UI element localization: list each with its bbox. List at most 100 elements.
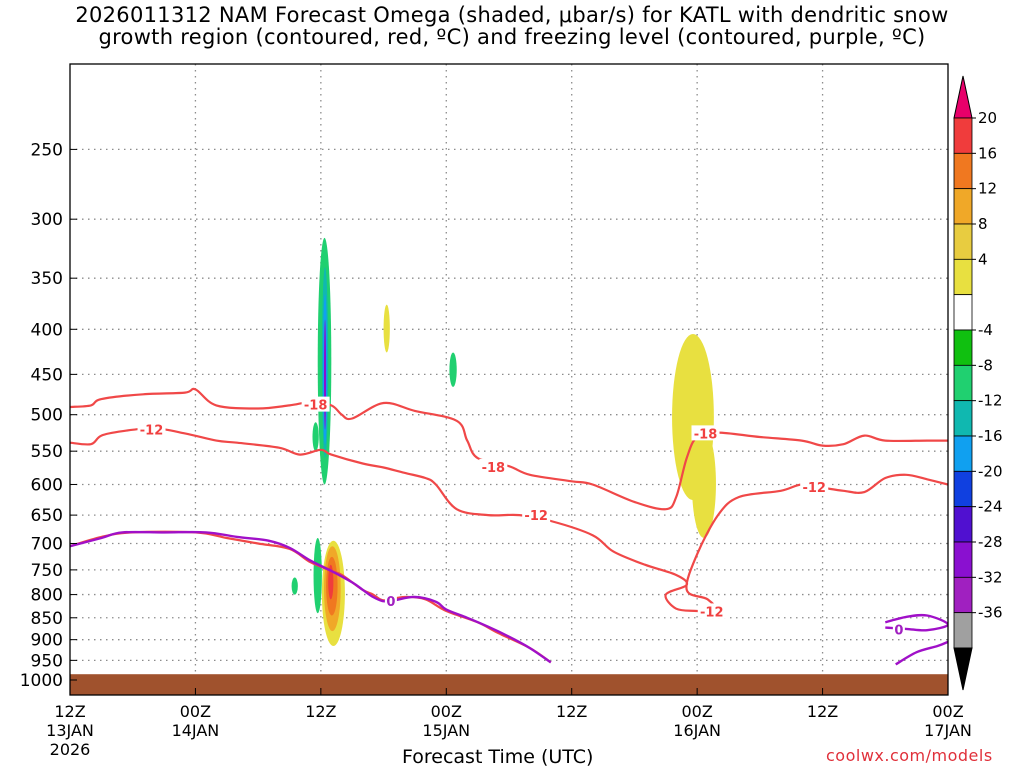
y-tick-label: 950 (31, 651, 63, 671)
colorbar-label: -8 (978, 356, 993, 374)
y-tick-label: 1000 (20, 671, 63, 691)
colorbar-swatch (953, 400, 973, 437)
omega-blob (291, 577, 298, 595)
x-tick-label: 14JAN (172, 721, 220, 740)
credit-text: coolwx.com/models (826, 746, 993, 765)
x-tick-label: 00Z (431, 702, 462, 721)
contour-label-bg (697, 603, 726, 619)
freezing-level-line (895, 640, 948, 666)
freezing-level-line (884, 613, 948, 632)
colorbar-swatch (953, 576, 973, 614)
omega-blob (383, 304, 390, 353)
contour-label-bg (384, 593, 397, 609)
colorbar-swatch (953, 612, 973, 649)
dgz-contour-line (70, 530, 552, 664)
colorbar-label: -36 (978, 604, 1003, 622)
y-tick-label: 350 (31, 269, 63, 289)
colorbar-swatch (953, 258, 973, 296)
x-tick-label: 13JAN (46, 721, 94, 740)
contour-label: -18 (482, 461, 506, 476)
colorbar-swatch (953, 294, 973, 331)
x-tick-label: 00Z (180, 702, 211, 721)
contour-label: -18 (304, 399, 328, 414)
colorbar-label: 16 (978, 144, 997, 162)
contour-label: -12 (140, 424, 164, 439)
contour-labels: -18 -12 -18 -12 -18 -12 -12 0 0 (137, 396, 905, 638)
contour-label-bg (691, 425, 720, 441)
colorbar-swatch (953, 188, 973, 225)
x-tick-label: 16JAN (673, 721, 721, 740)
colorbar-swatch (953, 152, 973, 190)
y-tick-label: 400 (31, 320, 63, 340)
omega-blob (328, 564, 334, 600)
contour-label: -12 (700, 605, 724, 620)
dgz-contour-line (70, 427, 948, 615)
freezing-level-line (70, 530, 552, 664)
omega-blob (313, 537, 322, 614)
omega-blob (312, 422, 319, 452)
contour-label: -12 (524, 509, 548, 524)
y-tick-label: 500 (31, 406, 63, 426)
colorbar-swatch (953, 117, 973, 154)
y-tick-label: 800 (31, 586, 63, 606)
colorbar-top-arrow (953, 75, 973, 119)
colorbar-swatch (953, 364, 973, 402)
chart-title-line-2: growth region (contoured, red, ºC) and f… (98, 25, 926, 49)
x-tick-label: 12Z (807, 702, 838, 721)
colorbar-swatch (953, 329, 973, 366)
omega-blob (691, 429, 716, 538)
colorbar-label: -24 (978, 498, 1003, 516)
colorbar-swatch (953, 470, 973, 508)
x-tick-label: 12Z (556, 702, 587, 721)
plot-frame (69, 63, 949, 696)
colorbar-label: -32 (978, 568, 1003, 586)
x-tick-label: 17JAN (924, 721, 972, 740)
contour-label: 0 (386, 595, 395, 610)
y-tick-label: 300 (31, 210, 63, 230)
colorbar-label: 12 (978, 180, 997, 198)
terrain-fill (70, 674, 948, 695)
x-axis-title: Forecast Time (UTC) (402, 746, 594, 768)
x-tick-label: 00Z (932, 702, 963, 721)
y-tick-label: 600 (31, 475, 63, 495)
contour-label: 0 (894, 623, 903, 638)
colorbar-label: 4 (978, 250, 988, 268)
x-tick-label: 12Z (305, 702, 336, 721)
colorbar-label: -12 (978, 392, 1003, 410)
x-tick-label: 00Z (681, 702, 712, 721)
contour-label-bg (137, 421, 166, 437)
y-tick-label: 700 (31, 534, 63, 554)
colorbar-label: 20 (978, 109, 997, 127)
y-axis: 2503003504004505005506006507007508008509… (20, 140, 77, 691)
contour-label: -18 (694, 427, 718, 442)
y-tick-label: 450 (31, 365, 63, 385)
y-tick-label: 650 (31, 506, 63, 526)
contour-label: -12 (802, 481, 826, 496)
contour-label-bg (479, 458, 508, 474)
colorbar: 20 16 12 8 4 -4 -8 -12 -16 -20 -24 -28 -32 -36 (953, 75, 1003, 691)
y-tick-label: 550 (31, 442, 63, 462)
colorbar-label: -16 (978, 427, 1003, 445)
contour-label-bg (892, 621, 905, 637)
chart-title: 2026011312 NAM Forecast Omega (shaded, μ… (0, 4, 1024, 48)
colorbar-swatch (953, 223, 973, 260)
contour-label-bg (800, 479, 829, 495)
y-tick-label: 250 (31, 140, 63, 160)
colorbar-swatch (953, 435, 973, 472)
x-tick-label: 12Z (54, 702, 85, 721)
omega-blob (449, 352, 457, 387)
colorbar-swatch (953, 541, 973, 578)
chart-title-line-1: 2026011312 NAM Forecast Omega (shaded, μ… (75, 3, 949, 27)
contour-label-bg (301, 396, 330, 412)
y-tick-label: 850 (31, 609, 63, 629)
colorbar-label: 8 (978, 215, 988, 233)
x-tick-label: 2026 (50, 740, 91, 759)
contour-label-bg (522, 507, 551, 523)
colorbar-bottom-arrow (953, 647, 973, 691)
colorbar-label: -20 (978, 462, 1003, 480)
contour-lines (70, 387, 948, 666)
colorbar-label: -4 (978, 321, 993, 339)
colorbar-swatch (953, 506, 973, 543)
